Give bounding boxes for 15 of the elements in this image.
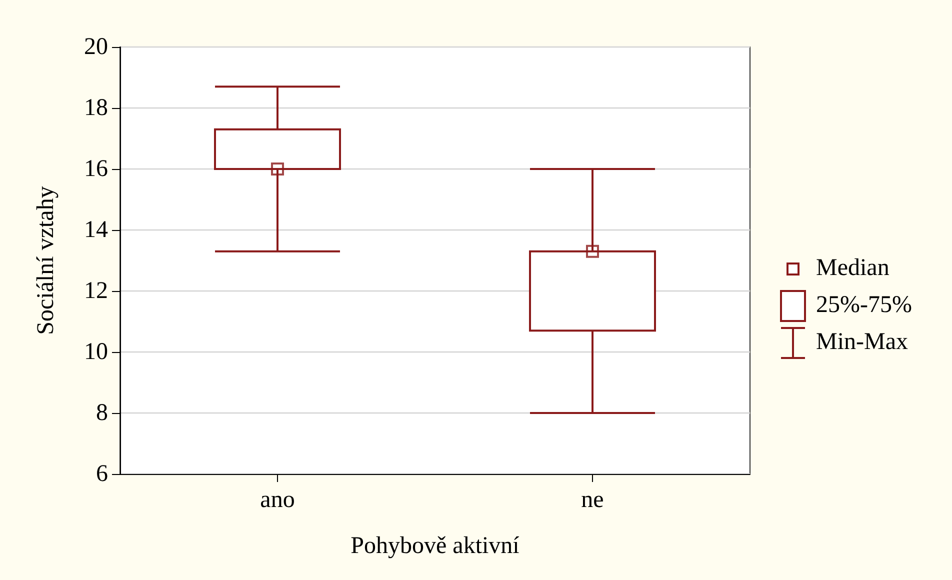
y-tick-label: 20 [84,34,108,60]
legend-label: Median [816,255,890,282]
x-tick-label: ne [581,487,604,513]
y-axis-title: Sociální vztahy [33,186,59,335]
y-tick-label: 8 [96,400,108,426]
y-tick-label: 12 [84,278,108,304]
x-axis-title: Pohybově aktivní [350,533,520,559]
y-tick-label: 18 [84,95,108,121]
y-tick-label: 6 [96,461,108,487]
x-tick-label: ano [260,487,295,513]
y-tick-label: 14 [84,217,108,243]
y-tick-label: 10 [84,339,108,365]
text: 25%-75% [816,292,912,319]
text: Min-Max [816,329,908,356]
y-tick-label: 16 [84,156,108,182]
